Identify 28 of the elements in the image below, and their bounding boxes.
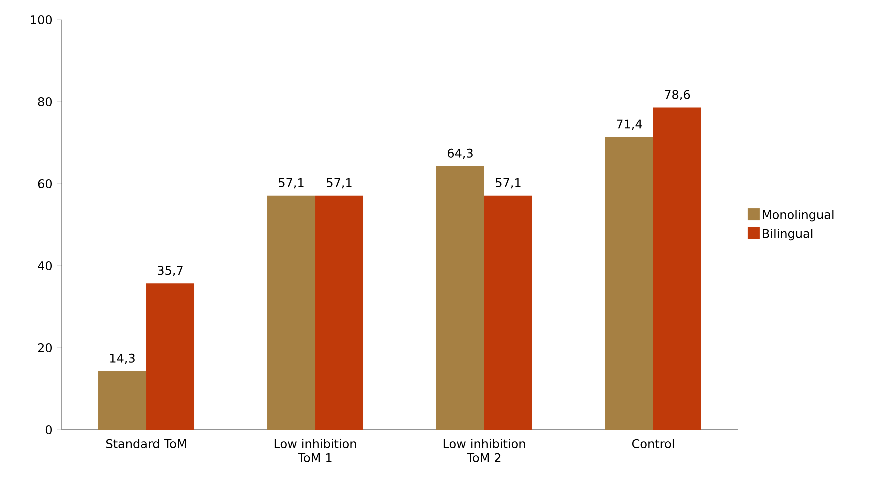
bar [484,196,533,430]
legend-label: Monolingual [763,210,834,222]
data-label: 64,3 [448,148,473,160]
bar [606,137,654,430]
legend-label: Bilingual [763,228,813,241]
x-tick-label: Standard ToM [106,439,186,448]
data-label: 57,1 [496,178,521,189]
y-tick-label: 80 [38,97,52,107]
bar [98,371,147,430]
data-label: 78,6 [665,90,690,101]
bar [654,108,702,430]
y-tick-label: 60 [38,179,52,189]
bar [146,284,195,430]
y-tick-label: 20 [38,343,52,353]
x-tick-label: Control [632,439,674,448]
y-tick-label: 100 [31,15,52,25]
data-label: 35,7 [158,266,183,276]
x-tick-label: Low inhibition ToM 2 [444,439,526,462]
y-tick-label: 40 [38,261,52,271]
data-label: 57,1 [279,178,304,189]
data-label: 57,1 [327,178,352,189]
x-tick-label: Low inhibition ToM 1 [274,439,356,462]
data-label: 14,3 [110,354,135,364]
bar [316,196,364,430]
data-label: 71,4 [617,120,642,130]
y-tick-label: 0 [46,425,52,435]
bar [268,196,316,430]
bar [436,166,484,430]
